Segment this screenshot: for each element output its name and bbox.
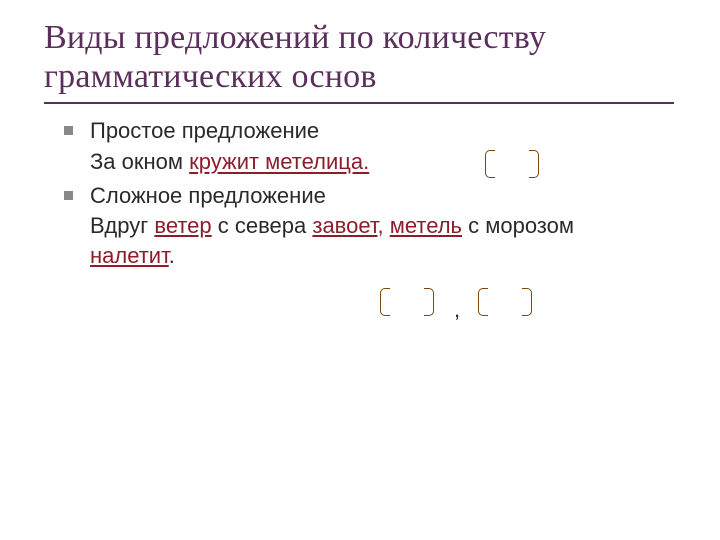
bracket-diagram-2: , — [380, 288, 570, 328]
ex2-w4: завоет — [312, 213, 377, 238]
bracket-right-icon — [424, 288, 434, 316]
example-1-prefix: За окном — [90, 149, 189, 174]
square-bullet-icon — [64, 191, 73, 200]
bullet-item-2: Сложное предложение — [60, 181, 676, 211]
example-1-underlined: кружит метелица. — [189, 149, 369, 174]
ex2-w2: ветер — [154, 213, 211, 238]
bracket-left-icon — [485, 150, 495, 178]
ex2-w7: с морозом — [462, 213, 574, 238]
title-underline — [44, 102, 674, 104]
bracket-left-icon — [478, 288, 488, 316]
ex2-w1: Вдруг — [90, 213, 154, 238]
bracket-left-icon — [380, 288, 390, 316]
ex2-w9: . — [169, 243, 175, 268]
bullet-item-1: Простое предложение — [60, 116, 676, 146]
ex2-w5: , — [378, 213, 390, 238]
bracket-right-icon — [529, 150, 539, 178]
square-bullet-icon — [64, 126, 73, 135]
ex2-w8: налетит — [90, 243, 169, 268]
ex2-w6: метель — [390, 213, 462, 238]
bracket-diagram-1 — [485, 150, 555, 182]
diagram-comma: , — [454, 297, 460, 323]
bullet-1-label: Простое предложение — [90, 118, 319, 143]
ex2-w3: с севера — [212, 213, 313, 238]
slide-body: Простое предложение За окном кружит мете… — [44, 116, 676, 270]
bracket-right-icon — [522, 288, 532, 316]
example-2: Вдруг ветер с севера завоет, метель с мо… — [60, 211, 620, 270]
slide-title: Виды предложений по количеству грамматич… — [44, 18, 676, 96]
bullet-2-label: Сложное предложение — [90, 183, 326, 208]
